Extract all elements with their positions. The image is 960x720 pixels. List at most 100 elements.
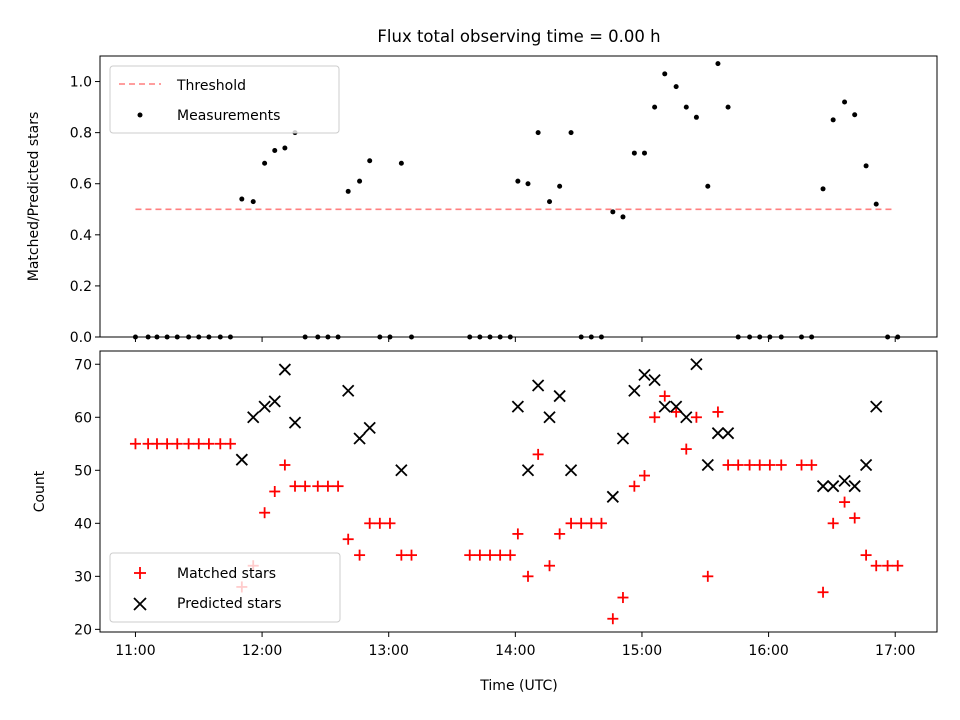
matched-star-point xyxy=(312,480,324,492)
matched-star-point xyxy=(374,517,386,529)
y-tick-label: 40 xyxy=(74,516,92,532)
measurement-point xyxy=(239,196,245,202)
matched-star-point xyxy=(817,586,829,598)
measurement-point xyxy=(398,160,404,166)
matched-star-point xyxy=(565,517,577,529)
predicted-star-point xyxy=(670,400,683,413)
matched-star-point xyxy=(827,517,839,529)
matched-star-point xyxy=(796,459,808,471)
matched-star-point xyxy=(269,486,281,497)
predicted-star-point xyxy=(235,453,248,466)
predicted-star-point xyxy=(363,421,376,435)
matched-star-point xyxy=(892,560,904,572)
measurement-point xyxy=(568,130,574,136)
predicted-legend-label: Predicted stars xyxy=(177,596,282,612)
matched-star-point xyxy=(690,411,702,423)
count-y-ticks: 20 30 40 50 60 70 xyxy=(74,357,100,638)
predicted-star-point xyxy=(543,411,556,424)
matched-star-point xyxy=(659,390,671,402)
measurement-point xyxy=(515,178,521,184)
measurement-point xyxy=(367,158,373,164)
predicted-star-point xyxy=(521,464,535,477)
matched-star-point xyxy=(649,411,661,423)
matched-star-point xyxy=(129,438,141,450)
measurement-point xyxy=(852,112,858,118)
matched-star-point xyxy=(259,507,271,519)
measurement-point xyxy=(673,84,679,90)
matched-star-point xyxy=(322,480,334,492)
count-legend: Matched stars Predicted stars xyxy=(109,552,341,623)
matched-star-point xyxy=(554,528,566,540)
matched-star-point xyxy=(522,570,534,582)
x-tick-label: 16:00 xyxy=(748,643,788,659)
matched-legend-label: Matched stars xyxy=(177,566,276,582)
y-tick-label: 50 xyxy=(74,463,92,479)
predicted-star-point xyxy=(701,458,714,472)
matched-star-point xyxy=(342,533,354,545)
predicted-star-point xyxy=(288,416,302,429)
ratio-panel: 0.0 0.2 0.4 0.6 0.8 1.0 Matched/Predicted sta… xyxy=(26,55,938,346)
ratio-x-ticks xyxy=(134,337,896,342)
matched-star-point xyxy=(299,480,311,492)
count-axes-frame xyxy=(99,350,938,633)
predicted-star-point xyxy=(827,480,840,493)
measurement-point xyxy=(641,150,647,156)
measurement-point xyxy=(535,130,541,136)
predicted-star-point xyxy=(711,427,725,440)
x-tick-label: 17:00 xyxy=(875,643,915,659)
matched-star-point xyxy=(638,470,650,482)
measurement-point xyxy=(705,183,711,189)
y-tick-label: 20 xyxy=(74,622,92,638)
measurement-point xyxy=(820,186,826,192)
measurement-point xyxy=(715,61,721,67)
predicted-star-point xyxy=(648,374,661,387)
matched-star-point xyxy=(585,517,597,529)
measurement-point xyxy=(250,199,256,205)
y-tick-label: 30 xyxy=(74,569,92,585)
ratio-y-ticks: 0.0 0.2 0.4 0.6 0.8 1.0 xyxy=(70,75,100,346)
matched-star-point xyxy=(214,438,226,450)
matched-star-point xyxy=(860,549,872,561)
predicted-star-point xyxy=(680,411,693,424)
predicted-star-point xyxy=(816,480,830,493)
x-tick-label: 13:00 xyxy=(369,643,409,659)
predicted-star-point xyxy=(342,384,355,397)
matched-star-point xyxy=(279,459,291,471)
predicted-star-point xyxy=(258,400,271,413)
measurement-point xyxy=(683,104,689,110)
x-tick-label: 12:00 xyxy=(242,643,282,659)
measurement-point xyxy=(873,201,879,207)
ratio-y-axis-label: Matched/Predicted stars xyxy=(26,112,42,282)
matched-star-point xyxy=(607,613,619,625)
predicted-star-point xyxy=(531,379,545,392)
predicted-star-point xyxy=(870,400,883,413)
matched-star-point xyxy=(849,512,861,524)
measurement-point xyxy=(357,178,363,184)
matched-star-point xyxy=(544,560,556,572)
matched-star-point xyxy=(464,549,476,561)
predicted-star-point xyxy=(838,474,851,488)
predicted-star-point xyxy=(395,464,408,477)
matched-star-point xyxy=(732,459,744,471)
matched-star-point xyxy=(617,592,629,604)
measurement-point xyxy=(282,145,288,151)
predicted-star-point xyxy=(721,427,735,440)
predicted-star-point xyxy=(638,368,651,381)
matched-star-point xyxy=(882,560,894,572)
matched-star-point xyxy=(484,549,496,561)
predicted-star-point xyxy=(278,363,292,376)
predicted-star-point xyxy=(511,400,525,413)
predicted-star-point xyxy=(268,395,281,408)
matched-star-point xyxy=(595,517,607,529)
y-tick-label: 60 xyxy=(74,410,92,426)
measurement-point xyxy=(610,209,616,215)
predicted-star-point xyxy=(848,480,861,493)
matched-star-point xyxy=(670,406,682,418)
matched-star-point xyxy=(532,448,544,460)
measurement-point xyxy=(557,183,563,189)
matched-star-point xyxy=(193,438,205,450)
x-axis-label: Time (UTC) xyxy=(479,678,557,694)
ratio-legend: Threshold Measurements xyxy=(109,65,340,134)
x-tick-label: 15:00 xyxy=(622,643,662,659)
